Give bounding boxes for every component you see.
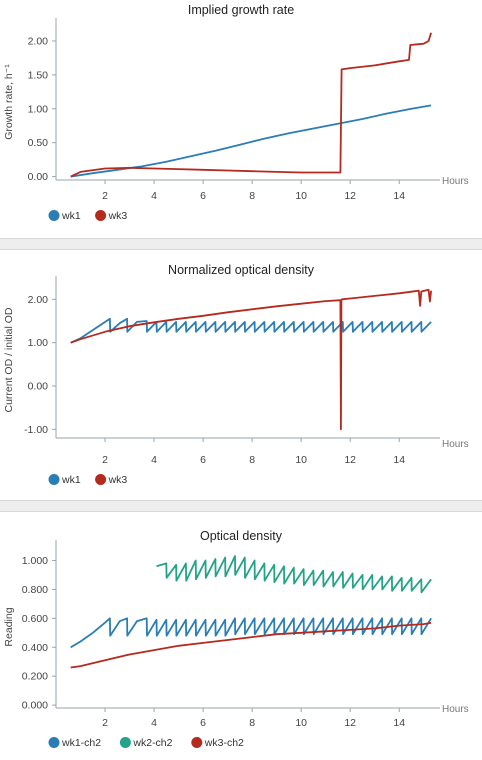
x-axis-label: Hours [442,439,469,450]
y-axis-label: Growth rate, h⁻¹ [3,64,15,140]
x-tick-label: 10 [295,717,307,729]
y-tick-label: 0.50 [28,137,49,149]
y-tick-label: 0.600 [22,613,48,625]
x-tick-label: 2 [102,717,108,729]
x-tick-label: 12 [344,190,356,202]
y-tick-label: 1.50 [28,69,49,81]
x-tick-label: 12 [344,454,356,466]
chart-panel-growth-rate: Implied growth rate Growth rate, h⁻¹ 0.00 0… [0,0,482,238]
chart-title: Implied growth rate [188,3,294,17]
chart-growth-rate: Implied growth rate Growth rate, h⁻¹ 0.00 0… [3,3,469,222]
legend-swatch-wk3-ch2 [191,737,203,748]
panel-separator [0,238,482,250]
y-tick-label: 0.800 [22,584,48,596]
x-axis-label: Hours [442,176,469,187]
x-tick-label: 14 [393,190,405,202]
x-tick-label: 6 [200,454,206,466]
panel-separator [0,500,482,512]
legend-label-wk1-ch2: wk1-ch2 [61,737,101,749]
legend-swatch-wk1 [48,474,60,485]
x-tick-label: 14 [393,717,405,729]
legend-label-wk2-ch2: wk2-ch2 [132,737,172,749]
series-line-wk3 [70,32,432,178]
x-tick-label: 10 [295,454,307,466]
y-tick-label: 0.00 [28,171,49,183]
legend-swatch-wk1 [48,210,60,221]
x-tick-label: 6 [200,717,206,729]
x-tick-label: 6 [200,190,206,202]
y-axis-label: Current OD / initial OD [3,307,15,412]
x-tick-label: 8 [249,717,255,729]
chart-optical-density: Optical density Reading 0.000 0.200 0.400 0.6… [3,529,469,749]
x-tick-label: 10 [295,190,307,202]
series-line-wk3-ch2 [70,621,432,669]
y-tick-label: 2.00 [28,294,49,306]
legend-label-wk3: wk3 [108,474,128,486]
y-tick-label: -1.00 [24,424,48,436]
legend-label-wk3-ch2: wk3-ch2 [204,737,244,749]
y-tick-label: 1.00 [28,103,49,115]
x-tick-label: 4 [151,190,157,202]
chart-panel-normalized-od: Normalized optical density Current OD / i… [0,250,482,500]
series-line-wk2-ch2 [156,555,432,594]
x-tick-label: 12 [344,717,356,729]
y-tick-label: 1.00 [28,337,49,349]
legend-swatch-wk3 [95,210,107,221]
chart-title: Normalized optical density [168,263,315,277]
legend-label-wk1: wk1 [61,474,81,486]
x-tick-label: 2 [102,454,108,466]
chart-panel-optical-density: Optical density Reading 0.000 0.200 0.400 0.6… [0,512,482,760]
legend-swatch-wk1-ch2 [48,737,60,748]
y-tick-label: 0.000 [22,700,48,712]
series-line-wk1-ch2 [70,617,432,649]
x-tick-label: 14 [393,454,405,466]
x-tick-label: 4 [151,454,157,466]
legend-label-wk1: wk1 [61,210,81,222]
x-tick-label: 8 [249,190,255,202]
y-tick-label: 1.000 [22,555,48,567]
series-line-wk1 [70,317,432,344]
x-axis-label: Hours [442,704,469,715]
legend-swatch-wk2-ch2 [119,737,131,748]
series-line-wk1 [70,104,432,178]
y-tick-label: 2.00 [28,35,49,47]
chart-title: Optical density [200,529,283,543]
series-line-wk3 [70,288,432,431]
y-tick-label: 0.400 [22,642,48,654]
y-axis-label: Reading [3,607,15,646]
x-tick-label: 4 [151,717,157,729]
legend-swatch-wk3 [95,474,107,485]
legend-label-wk3: wk3 [108,210,128,222]
y-tick-label: 0.00 [28,381,49,393]
x-tick-label: 2 [102,190,108,202]
y-tick-label: 0.200 [22,671,48,683]
chart-normalized-od: Normalized optical density Current OD / i… [3,263,469,486]
x-tick-label: 8 [249,454,255,466]
